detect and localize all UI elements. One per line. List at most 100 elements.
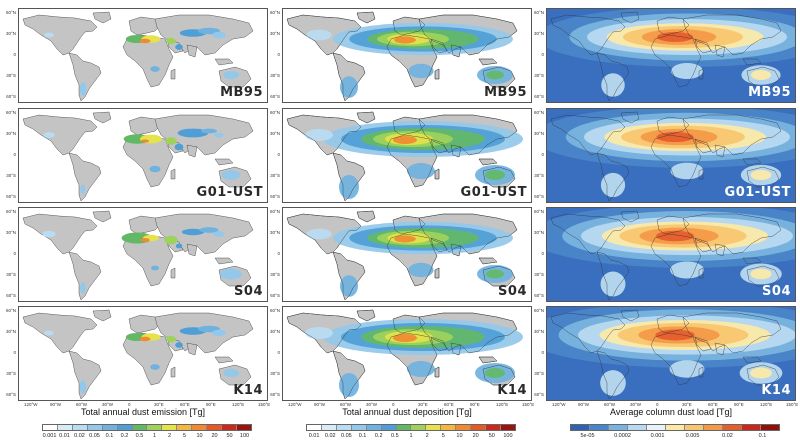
colorbar-swatch [704, 425, 723, 430]
deposition-contour [394, 235, 416, 243]
latitude-label: 30°N [269, 329, 280, 334]
continent-outline [698, 68, 704, 80]
continent-outline [746, 166, 780, 188]
continent-outline [68, 152, 102, 202]
colorbar-swatch [72, 425, 88, 430]
colorbar-swatch [321, 425, 337, 430]
emission-hotspot [199, 227, 219, 233]
continent-outline [682, 213, 782, 255]
emission-hotspot [44, 32, 54, 38]
deposition-contour [340, 76, 358, 98]
colorbar-swatch [87, 425, 103, 430]
scheme-label: MB95 [484, 85, 527, 100]
dust-load-contour [671, 63, 703, 79]
dust-load-contour [656, 131, 694, 143]
latitude-label: 30°S [6, 73, 16, 78]
colorbar-swatch [486, 425, 501, 430]
continent-outline [682, 14, 782, 56]
scheme-label: S04 [498, 284, 527, 299]
emission-hotspot [165, 137, 177, 145]
dust-load-contour [670, 162, 704, 180]
continent-outline [92, 309, 112, 322]
colorbar-swatch [590, 425, 609, 430]
emission-hotspot [177, 128, 209, 138]
colorbar-swatch [43, 425, 58, 430]
continent-outline [128, 215, 162, 235]
dust-load-contour [670, 261, 704, 279]
continent-outline [22, 213, 98, 255]
emission-hotspot [80, 184, 86, 194]
latitude-label: 60°N [269, 110, 280, 115]
emission-hotspot [212, 31, 226, 39]
colorbar-tick-label: 10 [456, 433, 463, 439]
dust-load-contour [669, 360, 705, 378]
dust-load-contour [750, 169, 772, 181]
emission-hotspot [150, 364, 160, 370]
continent-outline [650, 134, 702, 188]
deposition-contour [485, 368, 505, 378]
scheme-label: K14 [233, 383, 263, 398]
colorbar-tick-label: 0.5 [135, 433, 144, 439]
colorbar-swatch [411, 425, 427, 430]
emission-hotspot [174, 143, 184, 151]
colorbar-tick-label: 10 [196, 433, 203, 439]
continent-outline [550, 213, 626, 255]
longitude-label: 60°E [444, 402, 454, 407]
emission-hotspot [223, 369, 239, 377]
map-panel-column_load-k14: K14 [546, 306, 796, 401]
deposition-contour [393, 136, 417, 144]
latitude-label: 0 [541, 152, 544, 157]
emission-hotspot [166, 37, 176, 45]
emission-hotspot [166, 335, 176, 343]
continent-outline [596, 52, 630, 102]
scheme-label: MB95 [220, 85, 263, 100]
continent-outline [22, 114, 98, 156]
latitude-label: 0 [13, 152, 16, 157]
map-panel-column_load-g01-ust: G01-UST [546, 108, 796, 203]
emission-hotspot [175, 243, 183, 249]
colorbar-swatch [307, 425, 322, 430]
deposition-contour [407, 163, 435, 179]
latitude-label: 30°S [534, 73, 544, 78]
colorbar-ticks-column_load: 5e-05 0.0002 0.001 0.005 0.02 0.1 [570, 433, 780, 439]
continent-outline [128, 16, 162, 36]
colorbar-swatch [102, 425, 118, 430]
continent-outline [694, 237, 712, 253]
colorbar-title-deposition: Total annual dust deposition [Tg] [342, 407, 472, 417]
continent-outline [68, 251, 102, 301]
longitude-label: 60°E [180, 402, 190, 407]
continent-outline [620, 210, 640, 223]
continent-outline [698, 168, 704, 180]
continent-outline [742, 356, 762, 364]
colorbar-swatch [426, 425, 442, 430]
latitude-label: 30°N [269, 230, 280, 235]
continent-outline [92, 111, 112, 124]
map-panel-emission-mb95: MB95 [18, 8, 268, 103]
map-svg [19, 9, 267, 102]
deposition-contour [486, 269, 504, 279]
colorbar-swatch [192, 425, 208, 430]
emission-hotspot [214, 132, 224, 138]
emission-hotspot [213, 231, 225, 237]
continent-outline [550, 14, 626, 56]
latitude-label: 0 [13, 251, 16, 256]
longitude-label: 0 [128, 402, 131, 407]
continent-outline [620, 11, 640, 24]
continent-outline [68, 350, 102, 400]
dust-load-contour [655, 329, 695, 341]
longitude-label: 90°E [734, 402, 744, 407]
colorbar-tick-label: 0.02 [722, 433, 733, 439]
continent-outline [214, 257, 234, 265]
longitude-label: 60°W [604, 402, 616, 407]
latitude-label: 60°S [270, 392, 280, 397]
continent-outline [694, 138, 712, 154]
colorbar-column_load [570, 424, 780, 431]
colorbar-swatch [381, 425, 397, 430]
latitude-label: 30°N [269, 131, 280, 136]
colorbar-tick-label: 100 [239, 433, 250, 439]
continent-outline [170, 267, 176, 279]
scheme-label: G01-UST [460, 185, 527, 200]
dust-load-contour [750, 367, 772, 379]
emission-hotspot [43, 132, 55, 138]
continent-outline [656, 16, 690, 36]
